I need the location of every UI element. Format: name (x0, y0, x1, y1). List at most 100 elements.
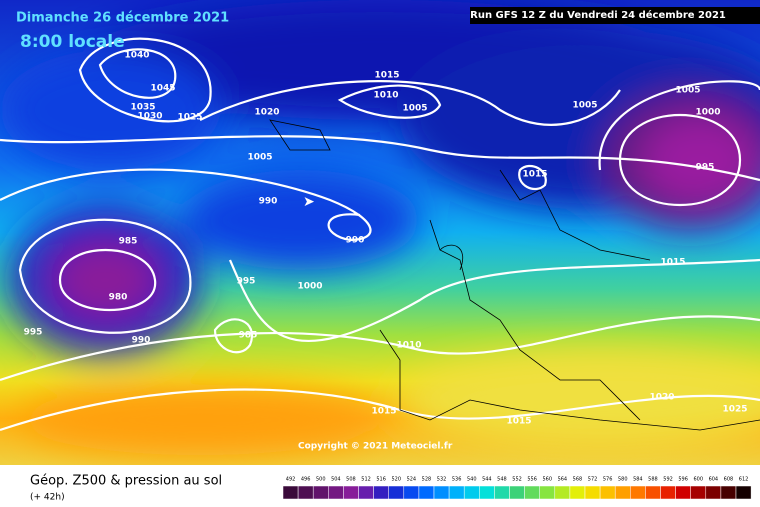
isobar-label: 1040 (124, 51, 149, 61)
isobar-label: 995 (24, 328, 43, 338)
scale-swatch (494, 485, 510, 500)
scale-label: 544 (482, 477, 492, 483)
scale-label: 572 (588, 477, 598, 483)
isobar-label: 985 (239, 331, 258, 341)
scale-swatch (463, 485, 480, 500)
scale-swatch (509, 485, 525, 500)
footer-title: Géop. Z500 & pression au sol (30, 474, 222, 489)
cursor: ➤ (303, 194, 315, 210)
scale-label: 532 (437, 477, 447, 483)
scale-swatch (418, 485, 435, 500)
run-banner (470, 7, 760, 24)
scale-swatch (433, 485, 450, 500)
scale-swatch (297, 485, 314, 500)
isobar-label: 1020 (254, 108, 279, 118)
isobar-label: 1025 (722, 405, 747, 415)
scale-swatch (554, 485, 571, 500)
scale-swatch (630, 485, 646, 500)
isobar-label: 1000 (695, 108, 720, 118)
scale-swatch (660, 485, 676, 500)
isobar-label: 990 (259, 197, 278, 207)
isobar-label: 1010 (396, 341, 421, 351)
scale-swatch (720, 485, 737, 500)
isobar-label: 1010 (373, 91, 398, 101)
isobar-label: 1005 (247, 153, 272, 163)
scale-label: 580 (618, 477, 628, 483)
run-title: Run GFS 12 Z du Vendredi 24 décembre 202… (470, 9, 726, 21)
scale-label: 556 (527, 477, 537, 483)
scale-label: 548 (497, 477, 507, 483)
scale-swatch (343, 485, 359, 500)
scale-label: 560 (542, 477, 552, 483)
scale-label: 564 (558, 477, 568, 483)
scale-swatch (282, 485, 299, 500)
isobar-label: 1015 (660, 258, 685, 268)
scale-swatch (539, 485, 556, 500)
scale-swatch (645, 485, 661, 500)
coastlines (269, 119, 760, 431)
footer-lead: (+ 42h) (30, 493, 65, 503)
scale-swatch (735, 485, 752, 500)
isobar-label: 1005 (402, 104, 427, 114)
scale-label: 588 (648, 477, 658, 483)
scale-swatch (358, 485, 374, 500)
isobar-label: 980 (109, 293, 128, 303)
isobar-label: 990 (132, 336, 151, 346)
isobar-label: 1015 (374, 71, 399, 81)
scale-label: 604 (709, 477, 719, 483)
scale-swatch (524, 485, 540, 500)
time-label: 8:00 locale (20, 32, 125, 52)
scale-swatch (479, 485, 495, 500)
scale-label: 540 (467, 477, 477, 483)
scale-label: 516 (376, 477, 386, 483)
isobar-label: 1035 (130, 103, 155, 113)
scale-label: 600 (693, 477, 703, 483)
scale-label: 612 (739, 477, 749, 483)
scale-label: 528 (422, 477, 432, 483)
scale-swatch (388, 485, 405, 500)
isobar-label: 1015 (506, 417, 531, 427)
scale-label: 496 (301, 477, 311, 483)
scale-swatch (373, 485, 389, 500)
scale-swatch (675, 485, 691, 500)
isobar-label: 1005 (572, 101, 597, 111)
scale-swatch (328, 485, 344, 500)
scale-swatch (705, 485, 722, 500)
scale-swatch (614, 485, 631, 500)
isobar-label: 990 (346, 236, 365, 246)
isobars (0, 37, 760, 432)
isobar-label: 1045 (150, 84, 175, 94)
isobar-label: 1015 (522, 170, 547, 180)
scale-label: 568 (573, 477, 583, 483)
scale-label: 508 (346, 477, 356, 483)
scale-label: 552 (512, 477, 522, 483)
date-label: Dimanche 26 décembre 2021 (16, 11, 229, 26)
isobar-label: 1015 (371, 407, 396, 417)
scale-label: 592 (663, 477, 673, 483)
scale-label: 584 (633, 477, 643, 483)
scale-swatch (584, 485, 601, 500)
scale-label: 596 (678, 477, 688, 483)
scale-label: 500 (316, 477, 326, 483)
isobar-label: 1000 (297, 282, 322, 292)
scale-swatch (569, 485, 586, 500)
isobar-label: 985 (119, 237, 138, 247)
scale-label: 536 (452, 477, 462, 483)
isobar-label: 995 (237, 277, 256, 287)
scale-swatch (599, 485, 616, 500)
isobar-label: 1030 (137, 112, 162, 122)
scale-label: 576 (603, 477, 613, 483)
isobar-label: 995 (696, 163, 715, 173)
scale-label: 504 (331, 477, 341, 483)
scale-label: 524 (407, 477, 417, 483)
scale-swatch (448, 485, 465, 500)
scale-swatch (690, 485, 707, 500)
scale-swatch (403, 485, 420, 500)
scale-label: 608 (724, 477, 734, 483)
scale-label: 520 (391, 477, 401, 483)
scale-label: 512 (361, 477, 371, 483)
isobar-label: 1005 (675, 86, 700, 96)
scale-label: 492 (286, 477, 296, 483)
